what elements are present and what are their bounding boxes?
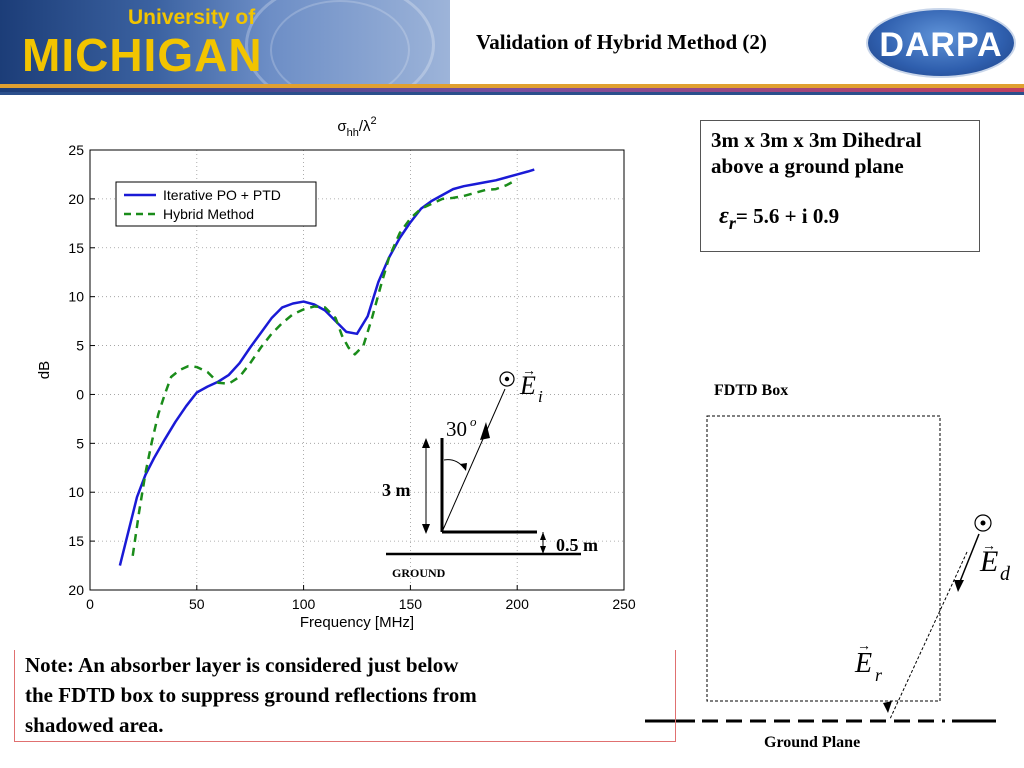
darpa-logo-text: DARPA: [879, 26, 1003, 64]
x-tick-label: 200: [506, 596, 530, 612]
diffracted-field-label: E: [979, 545, 998, 578]
x-axis-label: Frequency [MHz]: [300, 614, 414, 631]
offset-arrow-bottom-icon: [540, 546, 546, 554]
chart-title-sigma: σ: [337, 118, 347, 135]
incident-field-subscript: i: [538, 387, 543, 406]
diffracted-field-dot-icon: [974, 514, 992, 532]
university-logo-top-text: University of: [128, 6, 256, 29]
offset-label: 0.5 m: [556, 535, 598, 555]
note-line-3: shadowed area.: [25, 713, 164, 737]
y-tick-label: 20: [68, 582, 84, 598]
y-tick-label: 15: [68, 240, 84, 256]
legend-label: Iterative PO + PTD: [163, 187, 281, 203]
diffracted-field-subscript: d: [1000, 563, 1011, 585]
incident-field-arrow-icon: →: [522, 364, 536, 379]
darpa-logo: DARPA: [866, 8, 1016, 78]
y-tick-label: 5: [76, 338, 84, 354]
diffracted-ray-arrowhead-icon: [954, 580, 964, 592]
dihedral-info-box: 3m x 3m x 3m Dihedral above a ground pla…: [700, 120, 980, 252]
dihedral-inset-diagram: E → i 30 o 3 m 0.5 m GROUND: [382, 364, 598, 580]
height-label: 3 m: [382, 480, 411, 500]
header-stripe-gradient: [0, 88, 1024, 92]
permittivity-value: = 5.6 + i 0.9: [735, 204, 840, 228]
chart-title-subscript: hh: [347, 127, 359, 139]
series-line-1: [118, 168, 535, 566]
x-tick-label: 150: [399, 596, 423, 612]
y-tick-label: 0: [76, 386, 84, 402]
reflected-field-label: E: [854, 648, 872, 679]
series-line-2: [131, 178, 518, 556]
x-tick-label: 0: [86, 596, 94, 612]
note-line-2: the FDTD box to suppress ground reflecti…: [25, 683, 477, 707]
slide-header: University of MICHIGAN Validation of Hyb…: [0, 0, 1024, 84]
chart-series: [118, 168, 535, 566]
chart-title-superscript: 2: [371, 115, 377, 127]
note-box: Note: An absorber layer is considered ju…: [14, 650, 676, 742]
y-tick-label: 25: [68, 142, 84, 158]
reflected-ray-line: [889, 551, 968, 720]
chart-title-lambda: /λ: [359, 118, 371, 135]
x-tick-label: 100: [292, 596, 316, 612]
incident-field-dot-icon: [499, 371, 515, 387]
note-line-1: Note: An absorber layer is considered ju…: [25, 653, 459, 677]
chart-title: σhh/λ2: [337, 115, 376, 139]
angle-label: 30: [446, 417, 467, 441]
ground-label: GROUND: [392, 566, 446, 580]
epsilon-subscript: r: [728, 213, 736, 233]
permittivity-line: εr= 5.6 + i 0.9: [711, 203, 969, 233]
x-tick-label: 250: [612, 596, 636, 612]
y-tick-label: 15: [68, 533, 84, 549]
header-stripe-blue: [0, 92, 1024, 95]
y-tick-label: 20: [68, 191, 84, 207]
angle-superscript: o: [470, 414, 477, 429]
university-logo-main-text: MICHIGAN: [22, 29, 263, 81]
incident-field-label: E: [519, 371, 536, 400]
y-tick-label: 10: [68, 289, 84, 305]
fdtd-box: [706, 415, 941, 702]
university-seal-inner: [270, 0, 410, 84]
reflected-field-arrow-icon: →: [857, 639, 871, 654]
legend-label: Hybrid Method: [163, 206, 254, 222]
slide-title: Validation of Hybrid Method (2): [476, 30, 767, 54]
y-tick-label: 10: [68, 484, 84, 500]
ground-plane-label: Ground Plane: [764, 734, 860, 751]
incident-field-dot-center: [504, 376, 510, 382]
height-arrow-bottom-icon: [422, 524, 430, 534]
y-tick-label: 5: [76, 435, 84, 451]
university-seal-watermark: [245, 0, 435, 84]
fdtd-box-label: FDTD Box: [714, 382, 788, 399]
reflected-field-subscript: r: [875, 665, 883, 685]
chart-legend: Iterative PO + PTD Hybrid Method: [115, 181, 317, 227]
diffracted-ray-line: [958, 533, 980, 585]
height-arrow-top-icon: [422, 438, 430, 448]
diffracted-field-arrow-icon: →: [982, 539, 996, 554]
plot-frame: [89, 149, 625, 591]
fdtd-diagram: FDTD Box E → d E → r Ground Plane: [645, 382, 1011, 751]
university-logo: University of MICHIGAN: [0, 0, 450, 84]
offset-arrow-top-icon: [540, 532, 546, 540]
legend-box: [115, 181, 317, 227]
angle-arc: [443, 459, 465, 469]
x-tick-label: 50: [189, 596, 205, 612]
reflected-ray-arrowhead-icon: [883, 701, 892, 713]
info-line-1: 3m x 3m x 3m Dihedral: [711, 128, 922, 152]
diffracted-field-dot-center: [980, 520, 986, 526]
info-line-2: above a ground plane: [711, 154, 904, 178]
header-stripe-gold: [0, 84, 1024, 88]
incident-ray-arrowhead-icon: [480, 422, 490, 440]
angle-arc-arrowhead-icon: [460, 463, 467, 471]
y-axis-label: dB: [36, 361, 53, 379]
epsilon-symbol: ε: [719, 203, 729, 229]
incident-ray-line: [441, 388, 506, 533]
